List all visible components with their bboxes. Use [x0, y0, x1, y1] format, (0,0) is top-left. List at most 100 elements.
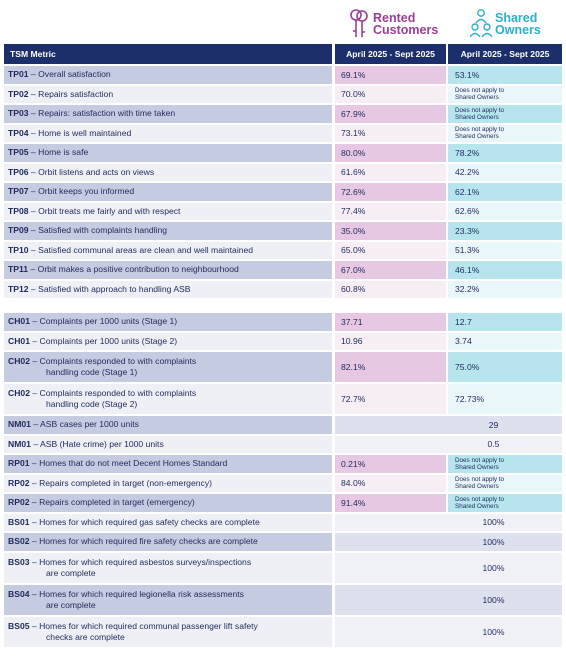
metric-label: Complaints per 1000 units (Stage 1) [39, 316, 178, 327]
metric-label: Repairs completed in target (non-emergen… [39, 477, 212, 488]
not-applicable-line1: Does not apply to [455, 495, 505, 503]
metric-cell: TP12 – Satisfied with approach to handli… [4, 278, 335, 298]
rented-value: 70.0% [335, 83, 448, 103]
table-row: BS03 – Homes for which required asbestos… [4, 550, 562, 583]
metric-code: CH02 [8, 356, 30, 366]
metric-separator: – [29, 556, 40, 567]
metric-label: Homes for which required legionella risk… [39, 588, 244, 599]
metric-cell: TP10 – Satisfied communal areas are clea… [4, 239, 335, 259]
table-row: TP10 – Satisfied communal areas are clea… [4, 239, 562, 259]
metric-code: BS02 [8, 536, 30, 547]
shared-value: 46.1% [448, 259, 562, 279]
not-applicable-line1: Does not apply to [455, 126, 505, 134]
metric-label: Home is safe [38, 147, 89, 158]
metric-label: Complaints per 1000 units (Stage 2) [39, 335, 178, 346]
metric-separator: – [29, 458, 40, 469]
metric-line: CH02 – Complaints responded to with comp… [8, 356, 196, 366]
metric-cell: CH01 – Complaints per 1000 units (Stage … [4, 330, 335, 350]
rented-value: 69.1% [335, 64, 448, 84]
shared-value: 72.73% [448, 382, 562, 414]
metric-separator: – [28, 127, 39, 138]
shared-value: 75.0% [448, 350, 562, 382]
metric-cell: RP02 – Repairs completed in target (emer… [4, 492, 335, 512]
metric-label: Orbit makes a positive contribution to n… [37, 264, 239, 275]
shared-value: Does not apply to Shared Owners [448, 472, 562, 492]
table-row: TP07 – Orbit keeps you informed 72.6% 62.1… [4, 181, 562, 201]
metric-cell: BS04 – Homes for which required legionel… [4, 582, 335, 615]
metric-separator: – [29, 588, 40, 599]
metric-label: Repairs completed in target (emergency) [39, 497, 195, 508]
metric-separator: – [29, 516, 40, 527]
metric-label-continued: handling code (Stage 2) [46, 399, 138, 409]
metric-separator: – [29, 497, 40, 508]
rented-value: 80.0% [335, 142, 448, 162]
metric-separator: – [28, 205, 39, 216]
metric-label: Homes that do not meet Decent Homes Stan… [39, 458, 228, 469]
metric-code: RP02 [8, 477, 30, 488]
metric-cell: TP04 – Home is well maintained [4, 122, 335, 142]
not-applicable-line1: Does not apply to [455, 456, 505, 464]
rented-value: 84.0% [335, 472, 448, 492]
metric-cell: NM01 – ASB (Hate crime) per 1000 units [4, 433, 335, 453]
metric-code: TP03 [8, 108, 29, 119]
metric-label: Homes for which required communal passen… [39, 620, 258, 631]
not-applicable-line2: Shared Owners [455, 463, 499, 471]
metric-separator: – [28, 108, 39, 119]
table-row: NM01 – ASB (Hate crime) per 1000 units 0.… [4, 433, 562, 453]
not-applicable-line1: Does not apply to [455, 476, 505, 484]
rented-value: 77.4% [335, 200, 448, 220]
metric-line: RP02 – Repairs completed in target (emer… [8, 497, 195, 507]
table-row: TP04 – Home is well maintained 73.1% Does … [4, 122, 562, 142]
metric-label: Orbit listens and acts on views [38, 166, 155, 177]
shared-value: 3.74 [448, 330, 562, 350]
metric-code: NM01 [8, 438, 31, 449]
combined-value: 0.5 [335, 433, 562, 453]
table-row: RP02 – Repairs completed in target (non-… [4, 472, 562, 492]
table-row: TP08 – Orbit treats me fairly and with r… [4, 200, 562, 220]
rented-value: 91.4% [335, 492, 448, 512]
metric-separator: – [29, 316, 40, 327]
table-row: RP02 – Repairs completed in target (emer… [4, 492, 562, 512]
metric-cell: TP01 – Overall satisfaction [4, 64, 335, 84]
table-row: TP12 – Satisfied with approach to handli… [4, 278, 562, 298]
legend: Rented Customers Shared Owners [0, 0, 566, 44]
metric-line: TP08 – Orbit treats me fairly and with r… [8, 206, 180, 216]
rented-value: 37.71 [335, 311, 448, 331]
metric-line: BS03 – Homes for which required asbestos… [8, 557, 251, 567]
metric-separator: – [29, 620, 40, 631]
metric-cell: TP09 – Satisfied with complaints handlin… [4, 220, 335, 240]
metric-code: TP09 [8, 225, 29, 236]
shared-value: 62.1% [448, 181, 562, 201]
table-row: RP01 – Homes that do not meet Decent Hom… [4, 453, 562, 473]
table-body: TP01 – Overall satisfaction 69.1% 53.1% TP0… [4, 64, 562, 647]
table-row: TP01 – Overall satisfaction 69.1% 53.1% [4, 64, 562, 84]
shared-value: 42.2% [448, 161, 562, 181]
metric-cell: CH01 – Complaints per 1000 units (Stage … [4, 311, 335, 331]
shared-value: 23.3% [448, 220, 562, 240]
metric-cell: NM01 – ASB cases per 1000 units [4, 414, 335, 434]
metric-line: CH02 – Complaints responded to with comp… [8, 388, 196, 398]
metric-code: TP06 [8, 166, 29, 177]
table-row: CH01 – Complaints per 1000 units (Stage … [4, 311, 562, 331]
table-row: NM01 – ASB cases per 1000 units 29 [4, 414, 562, 434]
metric-cell: RP01 – Homes that do not meet Decent Hom… [4, 453, 335, 473]
metric-label: Repairs satisfaction [38, 88, 114, 99]
shared-value: Does not apply to Shared Owners [448, 103, 562, 123]
metric-separator: – [29, 388, 40, 398]
metric-line: TP02 – Repairs satisfaction [8, 89, 113, 99]
rented-value: 72.6% [335, 181, 448, 201]
metric-line: TP07 – Orbit keeps you informed [8, 186, 134, 196]
legend-rented-line1: Rented [373, 11, 416, 25]
metric-line: CH01 – Complaints per 1000 units (Stage … [8, 336, 177, 346]
combined-value: 100% [335, 614, 562, 647]
metric-line: TP11 – Orbit makes a positive contributi… [8, 264, 239, 274]
metric-label: ASB (Hate crime) per 1000 units [40, 438, 164, 449]
metric-line: TP12 – Satisfied with approach to handli… [8, 284, 191, 294]
table-row: CH02 – Complaints responded to with comp… [4, 382, 562, 414]
metric-label-continued: handling code (Stage 1) [46, 367, 138, 377]
legend-rented-customers: Rented Customers [348, 6, 438, 42]
rented-value: 0.21% [335, 453, 448, 473]
metric-code: TP08 [8, 205, 29, 216]
metric-code: TP07 [8, 186, 29, 197]
metric-code: CH01 [8, 335, 30, 346]
